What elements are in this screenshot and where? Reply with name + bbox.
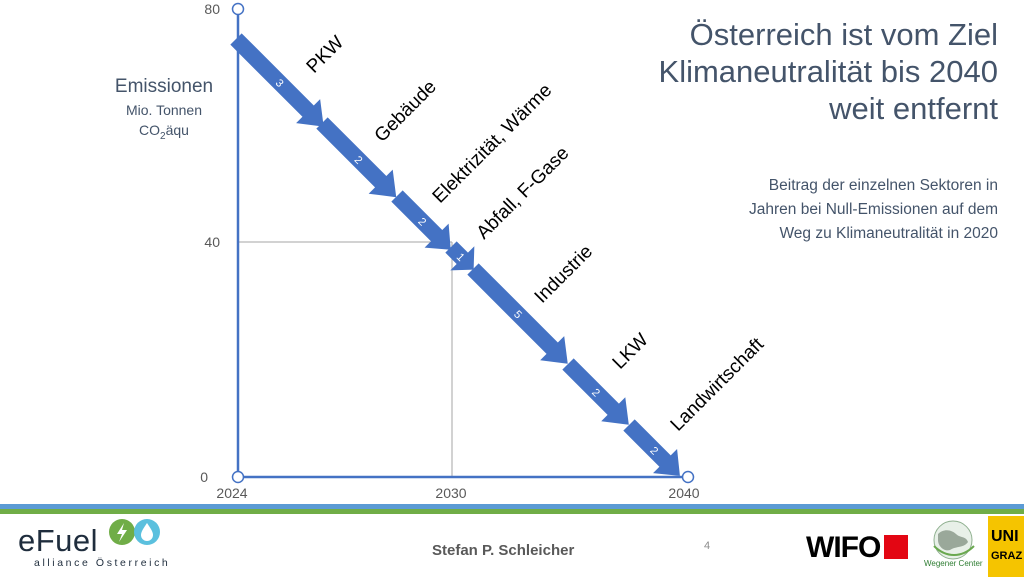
uni-graz-logo: UNI GRAZ: [988, 516, 1024, 577]
x-tick-2024: 2024: [216, 485, 247, 501]
x-tick-2040: 2040: [668, 485, 699, 501]
sector-labels: PKW Gebäude Elektrizität, Wärme Abfall, …: [303, 32, 769, 435]
arrow-pkw: 3: [230, 33, 324, 127]
arrow-industrie: 5: [467, 263, 568, 364]
footer-bar-blue: [0, 504, 1024, 509]
label-landwirtschaft: Landwirtschaft: [667, 334, 769, 436]
y-axis-title: Emissionen: [114, 76, 214, 97]
y-axis-unit-line1: Mio. Tonnen: [125, 102, 202, 118]
y-tick-0: 0: [200, 469, 208, 485]
arrow-gebaeude: 2: [316, 117, 397, 198]
sector-arrows: 3 2 2 1 5 2 2: [230, 33, 680, 476]
wifo-logo-square: [884, 535, 908, 559]
wegener-logo-text: Wegener Center: [924, 559, 983, 568]
subtitle-line: Beitrag der einzelnen Sektoren in: [768, 177, 998, 194]
y-tick-80: 80: [204, 1, 220, 17]
arrow-lkw: 2: [562, 358, 629, 425]
label-gebaeude: Gebäude: [371, 76, 441, 146]
efuel-logo-subtitle: alliance Österreich: [34, 557, 171, 569]
subtitle-line: Jahren bei Null-Emissionen auf dem: [749, 201, 998, 218]
footer-bar-green: [0, 509, 1024, 514]
uni-logo-line2: GRAZ: [991, 550, 1023, 562]
title-line: Österreich ist vom Ziel: [689, 17, 998, 52]
arrow-elektrizitaet: 2: [391, 190, 451, 250]
slide-subtitle: Beitrag der einzelnen Sektoren in Jahren…: [638, 174, 998, 246]
footer-author: Stefan P. Schleicher: [432, 542, 575, 559]
x-axis-end-marker: [681, 470, 695, 484]
y-tick-40: 40: [204, 234, 220, 250]
page-number: 4: [704, 540, 711, 552]
unit-subscript: 2: [160, 130, 166, 142]
arrow-landwirtschaft: 2: [623, 419, 680, 476]
label-pkw: PKW: [303, 32, 348, 77]
uni-logo-line1: UNI: [991, 528, 1019, 545]
origin-marker: [231, 470, 245, 484]
unit-co: CO: [139, 122, 161, 138]
wifo-logo: WIFO: [806, 531, 881, 564]
title-line: weit entfernt: [829, 91, 998, 126]
unit-rest: äqu: [165, 122, 189, 138]
label-lkw: LKW: [609, 330, 653, 374]
arrow-abfall: 1: [445, 241, 475, 271]
x-tick-2030: 2030: [435, 485, 466, 501]
efuel-drops-icon: [109, 519, 160, 545]
y-axis-label: Emissionen Mio. Tonnen CO2äqu: [84, 74, 244, 147]
label-industrie: Industrie: [531, 241, 597, 307]
title-line: Klimaneutralität bis 2040: [658, 54, 998, 89]
slide-title: Österreich ist vom Ziel Klimaneutralität…: [578, 16, 998, 127]
y-axis-top-marker: [231, 2, 245, 16]
subtitle-line: Weg zu Klimaneutralität in 2020: [779, 225, 998, 242]
y-axis-unit-line2: CO2äqu: [84, 120, 244, 147]
efuel-logo-word: eFuel: [18, 523, 99, 558]
wegener-globe-icon: [933, 520, 975, 560]
